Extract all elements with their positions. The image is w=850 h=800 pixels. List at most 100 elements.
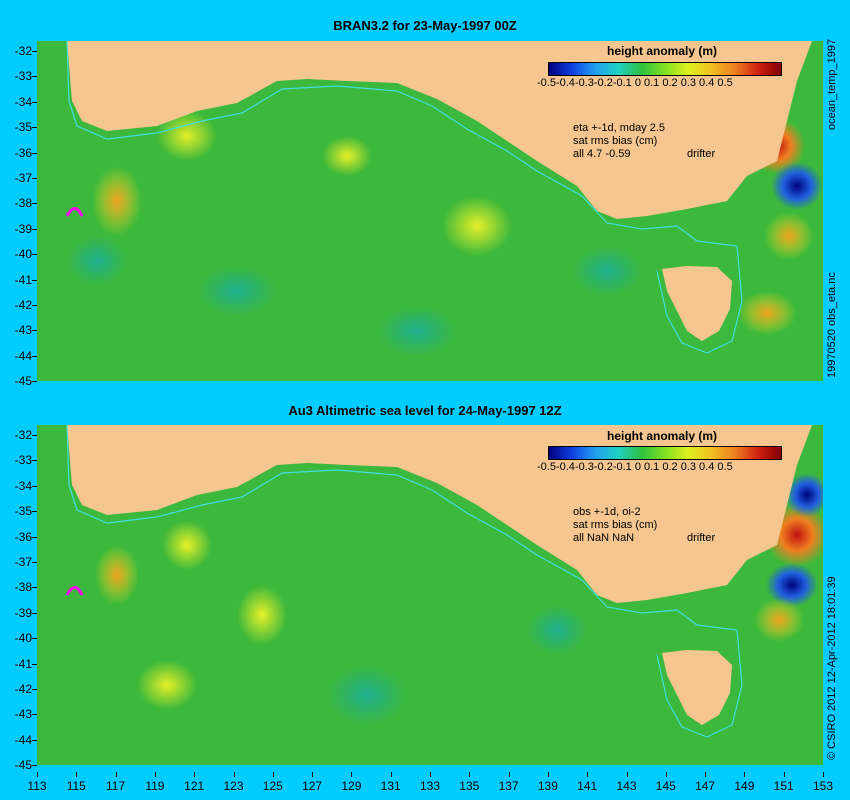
y-tick <box>32 587 37 589</box>
y-tick-label: -37 <box>14 555 32 569</box>
x-tick-label: 119 <box>145 779 165 793</box>
y-tick-label: -42 <box>14 298 32 312</box>
panel-1-note: eta +-1d, mday 2.5 sat rms bias (cm) all… <box>573 122 665 161</box>
panel-2-note-line1: obs +-1d, oi-2 <box>573 506 641 518</box>
panel-2-colorbar-ticks: -0.5-0.4-0.3-0.2-0.1 0 0.1 0.2 0.3 0.4 0… <box>537 461 733 473</box>
x-tick <box>37 772 38 777</box>
panel-2-colorbar-title: height anomaly (m) <box>606 429 717 443</box>
y-tick <box>32 638 37 640</box>
anomaly-blob <box>137 660 197 710</box>
y-tick <box>32 203 37 205</box>
x-tick-label: 133 <box>419 779 441 793</box>
y-tick-label: -39 <box>14 605 32 620</box>
x-tick <box>154 772 156 777</box>
anomaly-blob <box>322 136 372 176</box>
x-tick <box>508 772 510 777</box>
panel-2-map <box>37 425 823 765</box>
anomaly-blob <box>237 585 287 645</box>
y-tick <box>32 127 37 129</box>
x-tick <box>587 772 589 777</box>
y-tick-label: -37 <box>14 171 32 185</box>
anomaly-blob <box>442 196 512 256</box>
y-tick <box>32 663 37 665</box>
panel-1-colorbar-title: height anomaly (m) <box>606 44 717 58</box>
y-tick <box>32 460 37 462</box>
x-tick <box>665 772 667 777</box>
y-tick-label: -45 <box>14 758 32 773</box>
y-tick <box>32 689 37 690</box>
y-tick <box>32 76 37 78</box>
y-tick <box>32 101 37 103</box>
shelf-contour <box>66 41 743 354</box>
y-tick-label: -40 <box>14 631 32 646</box>
y-tick <box>32 562 37 563</box>
panel-2-map-svg <box>65 425 823 738</box>
x-tick <box>823 772 824 777</box>
x-tick-label: 143 <box>616 779 637 793</box>
x-tick <box>390 772 392 777</box>
anomaly-blob <box>327 665 407 725</box>
x-tick-label: 121 <box>184 779 205 793</box>
anomaly-blob <box>737 291 797 335</box>
y-tick-label: -45 <box>14 374 32 389</box>
y-tick-label: -33 <box>14 69 32 84</box>
x-tick-label: 151 <box>773 779 794 793</box>
x-tick <box>783 772 785 777</box>
y-tick-label: -38 <box>14 196 32 211</box>
y-tick-label: -35 <box>14 504 32 519</box>
anomaly-blob <box>527 605 587 655</box>
x-tick-label: 131 <box>380 779 401 793</box>
panel-1-note-line1: eta +-1d, mday 2.5 <box>573 122 666 134</box>
y-tick-label: -36 <box>14 145 32 160</box>
tasmania-land <box>662 266 732 341</box>
y-tick-label: -39 <box>14 221 32 236</box>
panel-1-side-label-bottom: 19970520 obs_eta.nc <box>826 272 838 378</box>
panel-1-colorbar <box>548 62 782 76</box>
y-tick <box>32 381 37 383</box>
panel-2-note-line2: sat rms bias (cm) <box>573 519 658 531</box>
x-tick <box>469 772 471 777</box>
panel-2-drifter-label: drifter <box>687 532 716 544</box>
y-tick-label: -40 <box>14 247 32 262</box>
y-tick <box>32 511 37 513</box>
y-tick-label: -41 <box>14 272 32 287</box>
y-tick-label: -38 <box>14 580 32 595</box>
y-tick-label: -32 <box>14 44 32 58</box>
x-tick <box>351 772 353 777</box>
x-tick-label: 129 <box>341 779 362 793</box>
y-tick <box>32 279 37 281</box>
y-tick <box>32 536 37 538</box>
panel-1-side-label-top: ocean_temp_1997 <box>826 38 838 130</box>
panel-2-colorbar <box>548 446 782 460</box>
y-tick <box>32 51 37 52</box>
x-tick-label: 139 <box>537 779 558 793</box>
y-tick-label: -34 <box>14 94 32 109</box>
y-tick-label: -33 <box>14 453 32 468</box>
anomaly-blob <box>157 111 217 161</box>
x-tick-label: 125 <box>262 779 283 793</box>
panel-1-map <box>37 41 823 381</box>
y-tick-label: -43 <box>14 707 32 722</box>
y-tick <box>32 228 37 230</box>
y-tick-label: -43 <box>14 323 32 338</box>
panel-2-title: Au3 Altimetric sea level for 24-May-1997… <box>288 403 562 418</box>
y-tick-label: -42 <box>14 682 32 696</box>
mainland-land <box>67 41 812 219</box>
anomaly-blob <box>572 246 642 296</box>
y-tick <box>32 305 37 306</box>
y-tick <box>32 330 37 332</box>
y-tick <box>32 612 37 614</box>
x-tick <box>76 772 78 777</box>
panel-2-note: obs +-1d, oi-2 sat rms bias (cm) all NaN… <box>573 506 657 545</box>
x-tick-label: 135 <box>459 779 480 793</box>
tasmania-land <box>662 650 732 725</box>
anomaly-blob <box>771 162 823 210</box>
x-tick-label: 141 <box>577 779 598 793</box>
panel-1-title: BRAN3.2 for 23-May-1997 00Z <box>333 18 517 33</box>
x-tick <box>626 772 628 777</box>
anomaly-blob <box>764 212 814 260</box>
anomaly-blob <box>67 236 127 286</box>
y-tick-label: -44 <box>14 348 32 363</box>
drifter-track <box>65 207 84 217</box>
x-tick <box>430 772 431 777</box>
